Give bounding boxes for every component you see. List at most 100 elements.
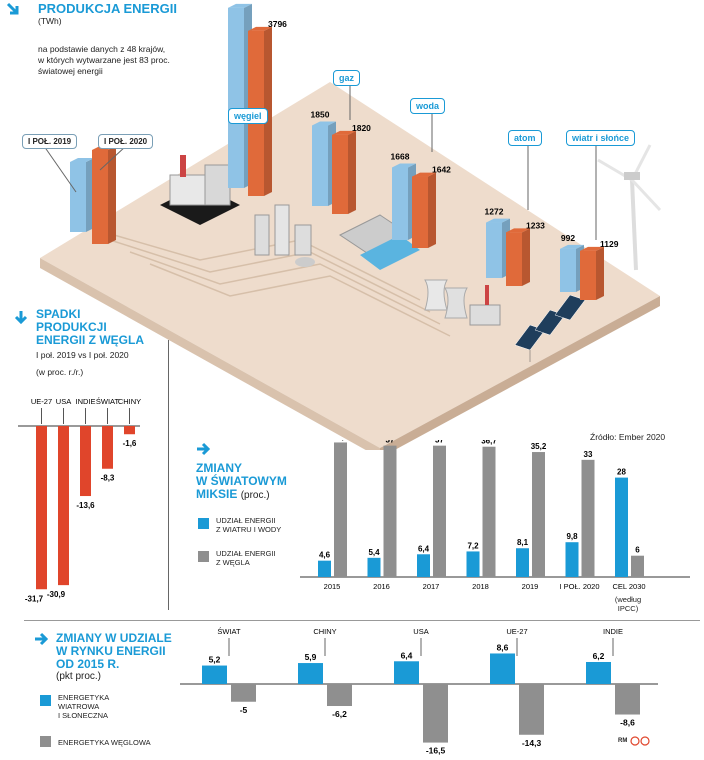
mix-value-coal-3: 36,7 bbox=[481, 440, 497, 446]
value-label-2020-4: 1129 bbox=[600, 239, 619, 249]
source-note: Źródło: Ember 2020 bbox=[590, 432, 666, 442]
bar-2019-2 bbox=[392, 163, 416, 240]
mix-value-coal-4: 35,2 bbox=[531, 442, 547, 451]
value-label-2019-3: 1272 bbox=[485, 207, 504, 217]
coal-factory-icon bbox=[160, 155, 240, 225]
bar-2020-4 bbox=[580, 246, 604, 300]
coal-category-1: USA bbox=[56, 397, 71, 406]
mix-bar-coal-2 bbox=[433, 445, 446, 577]
mix-bar-coal-6 bbox=[631, 555, 644, 577]
share-bar-coal-0 bbox=[231, 684, 256, 702]
share-value-coal-4: -8,6 bbox=[620, 718, 635, 728]
share-value-wind-0: 5,2 bbox=[209, 655, 221, 665]
coal-category-0: UE-27 bbox=[31, 397, 52, 406]
share-chart: 5,2 -5 ŚWIAT 5,9 -6,2 CHINY 6,4 -16,5 USA 8,6 -14,… bbox=[180, 627, 658, 756]
category-tag-nuclear: atom bbox=[508, 130, 542, 146]
share-legend-wind-swatch bbox=[40, 695, 51, 706]
category-tag-gas: gaz bbox=[333, 70, 361, 86]
copyright-icon bbox=[630, 736, 650, 746]
share-category-1: CHINY bbox=[313, 627, 336, 636]
mix-category-0: 2015 bbox=[324, 582, 341, 591]
mix-value-coal-5: 33 bbox=[584, 450, 593, 459]
mix-bar-wind-6 bbox=[615, 477, 628, 577]
mix-bar-coal-3 bbox=[482, 446, 496, 577]
mix-value-wind-6: 28 bbox=[617, 468, 626, 477]
arrow-right-icon-2 bbox=[35, 632, 48, 646]
coal-category-2: INDIE bbox=[75, 397, 95, 406]
value-label-2020-3: 1233 bbox=[526, 220, 545, 230]
coal-value-1: -30,9 bbox=[47, 590, 66, 599]
mix-category-6: CEL 2030 bbox=[612, 582, 645, 591]
bar-2020-3 bbox=[506, 228, 530, 286]
value-label-2019-0: 4142 bbox=[227, 0, 246, 2]
share-bar-coal-4 bbox=[615, 684, 640, 715]
share-bar-coal-1 bbox=[327, 684, 352, 707]
share-legend-coal-swatch bbox=[40, 736, 51, 747]
mix-bar-wind-4 bbox=[516, 548, 529, 577]
mix-value-wind-2: 6,4 bbox=[418, 544, 430, 553]
coal-value-0: -31,7 bbox=[25, 594, 44, 603]
platform-right-side bbox=[380, 296, 660, 450]
mix-category-3: 2018 bbox=[472, 582, 489, 591]
leader-line-1 bbox=[99, 145, 127, 171]
share-value-wind-3: 8,6 bbox=[497, 642, 509, 652]
coal-drops-subtitle: I poł. 2019 vs I poł. 2020 bbox=[36, 350, 129, 360]
mix-bar-wind-1 bbox=[367, 557, 381, 577]
mix-bar-coal-5 bbox=[581, 459, 595, 577]
mix-bar-wind-2 bbox=[417, 554, 430, 577]
category-tag-coal: węgiel bbox=[228, 108, 268, 124]
share-value-coal-3: -14,3 bbox=[522, 738, 542, 748]
mix-legend-coal: UDZIAŁ ENERGII Z WĘGLA bbox=[216, 549, 276, 567]
coal-value-4: -1,6 bbox=[123, 439, 137, 448]
share-bar-coal-3 bbox=[519, 684, 544, 735]
mix-category-1: 2016 bbox=[373, 582, 390, 591]
share-unit: (pkt proc.) bbox=[56, 671, 102, 682]
wind-turbine-icon bbox=[597, 144, 662, 271]
arrow-down-icon bbox=[14, 311, 28, 324]
share-bar-wind-0 bbox=[202, 665, 227, 684]
credit: RM bbox=[618, 738, 628, 744]
mix-bar-wind-3 bbox=[466, 551, 480, 577]
mix-value-wind-0: 4,6 bbox=[319, 551, 331, 560]
mix-category-2: 2017 bbox=[423, 582, 440, 591]
share-title: ZMIANY W UDZIALE W RYNKU ENERGII OD 2015… bbox=[56, 631, 172, 671]
platform-left-side bbox=[40, 258, 380, 450]
mix-value-wind-3: 7,2 bbox=[467, 541, 479, 550]
value-label-2020-0: 3796 bbox=[268, 19, 287, 29]
value-label-2019-1: 1850 bbox=[311, 110, 330, 120]
gas-plant-icon bbox=[254, 204, 315, 267]
legend-bar-2020 bbox=[92, 146, 116, 244]
mix-bar-coal-0 bbox=[334, 442, 347, 577]
coal-category-4: CHINY bbox=[118, 397, 141, 406]
mix-legend-coal-swatch bbox=[198, 551, 209, 562]
coal-drops-unit: (w proc. r./r.) bbox=[36, 367, 84, 377]
share-value-wind-4: 6,2 bbox=[593, 651, 605, 661]
mix-chart: 4,6 37,9 2015 5,4 37 2016 6,4 37 2017 7,2 36,7 2018… bbox=[300, 440, 690, 591]
share-value-wind-1: 5,9 bbox=[305, 652, 317, 662]
value-label-2019-4: 992 bbox=[561, 233, 575, 243]
coal-category-3: ŚWIAT bbox=[96, 397, 120, 406]
share-category-4: INDIE bbox=[603, 627, 623, 636]
mix-category-4: 2019 bbox=[522, 582, 539, 591]
value-label-2020-1: 1820 bbox=[352, 123, 371, 133]
mix-value-coal-2: 37 bbox=[435, 440, 444, 445]
mix-bar-coal-4 bbox=[532, 452, 545, 577]
coal-bar-0 bbox=[36, 426, 47, 590]
mix-title: ZMIANY W ŚWIATOWYM MIKSIE (proc.) bbox=[196, 461, 287, 502]
legend-h1-2020: I POŁ. 2020 bbox=[98, 134, 154, 149]
share-bar-coal-2 bbox=[423, 684, 448, 743]
mix-legend-wind: UDZIAŁ ENERGII Z WIATRU I WODY bbox=[216, 516, 282, 534]
coal-bar-1 bbox=[58, 426, 69, 586]
leader-line-0 bbox=[43, 145, 77, 193]
category-tag-hydro: woda bbox=[410, 98, 446, 114]
mix-value-wind-1: 5,4 bbox=[368, 548, 380, 557]
share-legend-wind: ENERGETYKA WIATROWA I SŁONECZNA bbox=[58, 693, 110, 720]
share-value-coal-1: -6,2 bbox=[332, 709, 347, 719]
mix-value-coal-0: 37,9 bbox=[333, 440, 349, 441]
arrow-right-icon bbox=[197, 442, 210, 456]
target-note: (według IPCC) bbox=[614, 595, 642, 613]
bar-2020-2 bbox=[412, 172, 436, 248]
mix-legend-wind-swatch bbox=[198, 518, 209, 529]
share-bar-wind-2 bbox=[394, 661, 419, 684]
production-note: na podstawie danych z 48 krajów, w który… bbox=[38, 44, 170, 76]
